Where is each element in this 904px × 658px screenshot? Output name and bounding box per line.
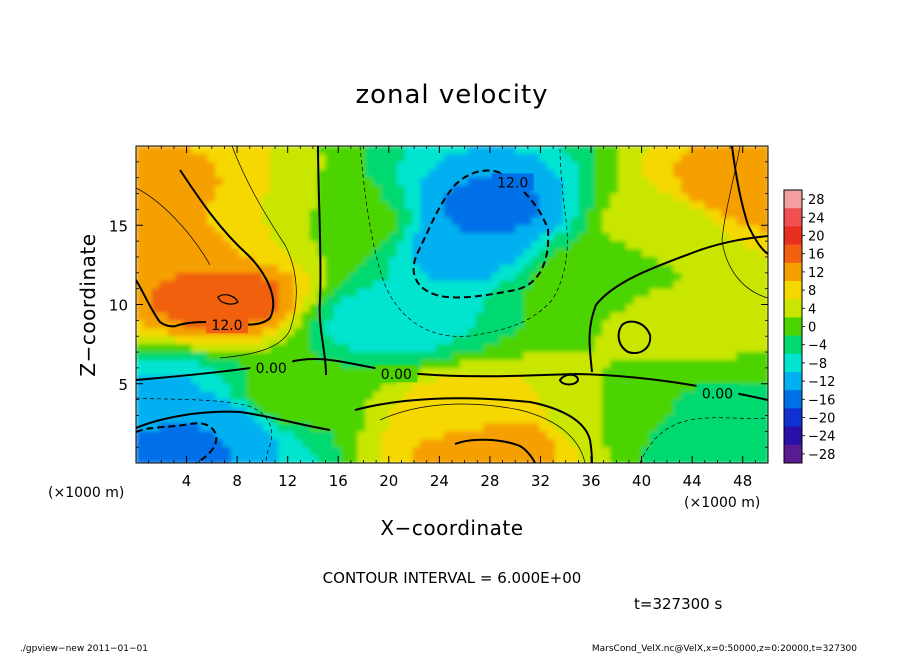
colorbar-label: −4 — [808, 339, 827, 354]
x-tick-label: 16 — [329, 472, 348, 490]
contour-positive-12 — [454, 438, 536, 463]
contour-negative-6 — [639, 417, 768, 463]
colorbar-swatch — [784, 299, 802, 318]
colorbar-label: −20 — [808, 412, 835, 427]
colorbar-swatch — [784, 317, 802, 337]
x-axis-title: X−coordinate — [380, 516, 523, 540]
x-tick-label: 36 — [581, 472, 600, 490]
x-axis-unit: (×1000 m) — [684, 495, 760, 511]
contour-label-bg — [206, 316, 249, 334]
contour-label: 12.0 — [497, 175, 528, 191]
colorbar-swatch — [784, 262, 802, 282]
colorbar-label: 0 — [808, 321, 816, 336]
contour-label-bg — [491, 173, 534, 191]
colorbar-swatch — [784, 353, 802, 373]
contour-interval-label: CONTOUR INTERVAL = 6.000E+00 — [323, 569, 582, 587]
x-tick-label: 40 — [632, 472, 651, 490]
colorbar-label: −24 — [808, 430, 835, 445]
y-axis: 5 10 15 — [109, 161, 768, 448]
x-tick-label: 24 — [430, 472, 449, 490]
y-tick-label: 5 — [118, 376, 128, 394]
y-axis-title: Z−coordinate — [76, 233, 100, 376]
colorbar-label: −12 — [808, 375, 835, 390]
contour-zero-line — [588, 235, 768, 373]
contour-zero-line — [317, 146, 327, 376]
contour-label: 0.00 — [256, 361, 287, 377]
contour-negative-12 — [136, 422, 218, 463]
y-axis-unit: (×1000 m) — [48, 485, 124, 501]
colorbar-swatch — [784, 226, 802, 246]
colorbar-label: 20 — [808, 230, 825, 245]
x-axis: 4 8 12 16 20 24 28 32 36 40 44 48 — [148, 146, 756, 490]
colorbar-label: −16 — [808, 393, 835, 408]
colorbar-swatch — [784, 281, 802, 300]
colorbar-label: 12 — [808, 266, 825, 281]
contour-zero-line — [731, 146, 768, 255]
colorbar: 28 24 20 16 12 8 4 0 −4 −8 −12 −16 −20 −24 −28 — [783, 189, 835, 464]
footer-right: MarsCond_VelX.nc@VelX,x=0:50000,z=0:2000… — [592, 644, 857, 654]
colorbar-swatch — [784, 372, 802, 391]
colorbar-swatch — [784, 190, 802, 209]
x-tick-label: 32 — [531, 472, 550, 490]
footer-left: ./gpview−new 2011−01−01 — [20, 644, 148, 654]
colorbar-swatch — [784, 244, 802, 264]
colorbar-label: −8 — [808, 357, 827, 372]
contour-label: 0.00 — [702, 386, 733, 402]
x-tick-label: 8 — [232, 472, 242, 490]
contour-zero-line — [617, 320, 652, 354]
colorbar-swatch — [784, 408, 802, 428]
chart-title: zonal velocity — [355, 80, 548, 110]
contour-positive-6 — [721, 146, 768, 299]
colorbar-label: 4 — [808, 302, 816, 317]
contour-positive-6 — [379, 403, 586, 463]
contour-zero-line — [136, 410, 331, 431]
colorbar-swatch — [784, 208, 802, 227]
contour-negative-6 — [359, 146, 568, 337]
colorbar-label: 28 — [808, 193, 825, 208]
x-tick-label: 4 — [182, 472, 192, 490]
contour-zero-line — [354, 397, 593, 463]
contour-label-bg — [250, 358, 293, 376]
contour-negative-12 — [412, 169, 550, 299]
x-tick-label: 28 — [480, 472, 499, 490]
colorbar-swatch — [784, 335, 802, 355]
y-tick-label: 10 — [109, 297, 128, 315]
colorbar-swatch — [784, 444, 802, 464]
contour-label: 12.0 — [211, 318, 242, 334]
contour-zero-line — [558, 373, 580, 386]
contour-positive-6 — [219, 146, 297, 359]
x-tick-label: 48 — [733, 472, 752, 490]
x-tick-label: 12 — [278, 472, 297, 490]
contour-positive-6 — [136, 187, 211, 266]
contour-positive-12 — [217, 294, 239, 305]
contour-zero-line — [136, 358, 768, 401]
contour-label-bg — [696, 384, 739, 402]
time-label: t=327300 s — [634, 595, 722, 613]
contour-negative-6 — [136, 397, 273, 463]
x-tick-label: 20 — [379, 472, 398, 490]
colorbar-swatch — [784, 390, 802, 409]
colorbar-label: 24 — [808, 211, 825, 226]
plot-field: 12.0 12.0 0.00 0.00 0.00 — [136, 146, 768, 463]
contour-label-bg — [375, 365, 418, 383]
y-tick-label: 15 — [109, 217, 128, 235]
colorbar-label: −28 — [808, 448, 835, 463]
colorbar-swatch — [784, 426, 802, 446]
contour-positive-12 — [175, 169, 275, 327]
colorbar-label: 16 — [808, 248, 825, 263]
colorbar-label: 8 — [808, 284, 816, 299]
x-tick-label: 44 — [683, 472, 702, 490]
contour-positive-12 — [136, 279, 177, 328]
contour-label: 0.00 — [381, 367, 412, 383]
